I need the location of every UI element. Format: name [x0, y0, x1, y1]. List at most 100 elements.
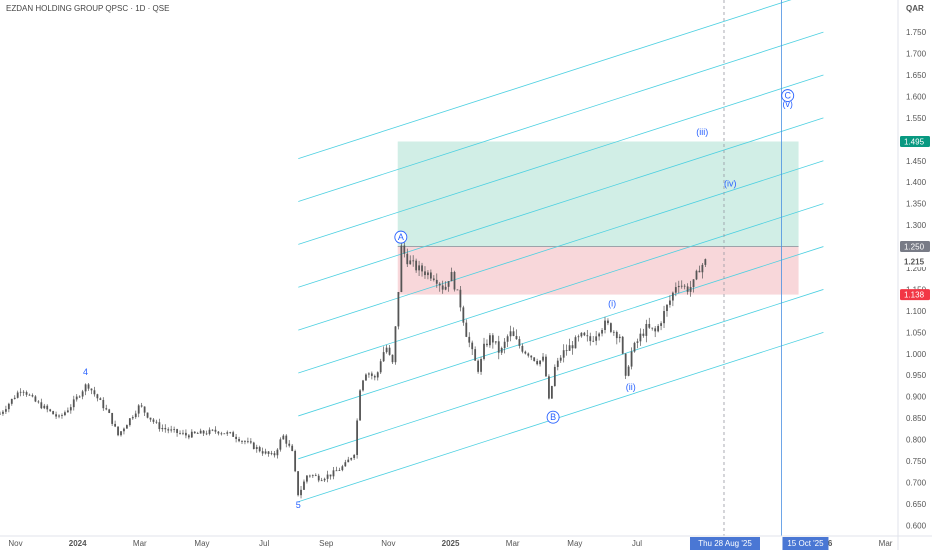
candle-body [152, 419, 155, 422]
candle-body [385, 347, 388, 353]
candle [99, 397, 102, 401]
candle [353, 453, 356, 460]
candle-body [382, 352, 385, 362]
price-tag-bg-2 [900, 256, 930, 268]
candle-body [270, 453, 273, 455]
candle [43, 403, 46, 410]
candle [468, 332, 471, 348]
candle [87, 383, 90, 391]
candle-body [695, 270, 698, 280]
candle [13, 395, 16, 400]
wave-label-circle-3 [546, 410, 560, 424]
time-axis[interactable]: Nov2024MarMayJulSepNov2025MarMayJul2026M… [8, 537, 893, 550]
candle-body [610, 323, 612, 332]
candle [105, 404, 108, 411]
candle-body [25, 392, 28, 395]
candle [550, 385, 553, 399]
price-axis[interactable]: 0.600 0.650 0.700 0.750 0.800 0.850 0.900 0.950… [900, 28, 930, 530]
candle [229, 431, 232, 434]
candle [385, 344, 388, 354]
candle [506, 334, 509, 348]
candle-body [167, 429, 170, 431]
candle [607, 318, 609, 326]
candle [332, 467, 335, 480]
y-tick-label: 0.950 [906, 371, 927, 380]
candle-body [282, 435, 285, 440]
chart-title: EZDAN HOLDING GROUP QPSC · 1D · QSE [6, 4, 169, 13]
candle [78, 395, 81, 398]
candle-body [468, 336, 471, 343]
candle [636, 338, 639, 349]
candle-body [341, 466, 344, 471]
candle-body [158, 422, 161, 430]
x-tick-label: May [194, 539, 209, 548]
candle [604, 316, 606, 334]
candle-body [187, 435, 190, 438]
candle [438, 282, 441, 292]
candle [238, 436, 240, 443]
candle [612, 330, 615, 336]
candle [610, 322, 612, 334]
date-highlight-bg-0 [689, 537, 760, 550]
candle-body [114, 423, 116, 427]
candle [365, 373, 367, 381]
candle-body [415, 260, 418, 271]
candle [362, 379, 364, 392]
candle [314, 473, 317, 477]
candle [624, 353, 627, 380]
candle [509, 325, 512, 342]
candle [633, 341, 636, 353]
candle-body [356, 420, 359, 455]
candle [58, 414, 60, 419]
candle [320, 477, 323, 482]
candle [645, 319, 648, 343]
candle [500, 346, 503, 356]
candle-body [663, 311, 665, 324]
candle-body [40, 402, 43, 409]
candle [518, 336, 521, 349]
candle-body [81, 391, 84, 397]
candle [323, 477, 326, 483]
wave-labels: 4 5 A B (i) (ii) (iii) (iv) C(v) [83, 89, 795, 510]
y-tick-label: 1.200 [906, 264, 927, 273]
candle-body [199, 430, 202, 434]
date-highlight-0: Thu 28 Aug '25 [698, 539, 752, 548]
candle-body [465, 322, 468, 337]
candle [120, 431, 122, 437]
candle [102, 397, 105, 411]
candle [205, 430, 208, 436]
candle-body [247, 441, 249, 443]
y-tick-label: 1.450 [906, 157, 927, 166]
candle [556, 357, 559, 371]
candle-body [359, 390, 361, 421]
candle-body [450, 271, 453, 282]
candle [137, 404, 140, 418]
candle [382, 346, 385, 362]
candle [338, 467, 341, 471]
candle [232, 430, 235, 437]
candle [368, 372, 370, 378]
candle-body [506, 336, 509, 342]
candle-body [34, 396, 37, 402]
candle-body [545, 356, 547, 377]
candle-body [179, 432, 181, 434]
candle-body [654, 328, 657, 332]
pitchfork-line-7 [298, 31, 824, 202]
candle [615, 330, 618, 345]
candle [415, 258, 418, 273]
candle [185, 429, 187, 439]
candle-body [394, 326, 397, 363]
candle-body [108, 409, 111, 413]
candle-body [273, 453, 276, 456]
candle-body [680, 285, 683, 287]
x-tick-label: Mar [506, 539, 520, 548]
candle [412, 255, 415, 267]
candle-body [480, 358, 482, 372]
candle [347, 456, 350, 463]
candle [279, 437, 282, 452]
candle-body [140, 405, 143, 407]
candle [285, 434, 288, 448]
candle-body [621, 336, 624, 354]
candle [276, 448, 279, 459]
